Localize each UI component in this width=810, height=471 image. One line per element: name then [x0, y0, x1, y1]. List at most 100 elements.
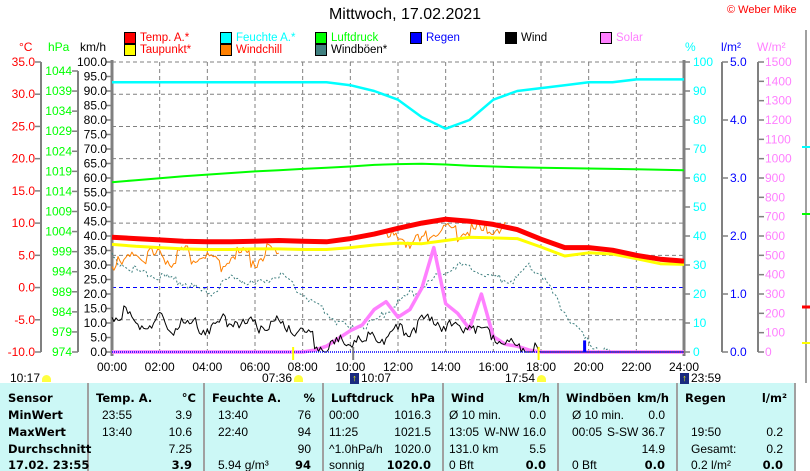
- humidity-tick-label: 60: [693, 171, 707, 185]
- x-tick-label: 00:00: [97, 360, 127, 374]
- solar-tick-label: 900: [765, 171, 785, 185]
- legend-item: Taupunkt*: [124, 44, 191, 56]
- astro-item: 17:54: [505, 371, 547, 385]
- row-label: MinWert: [8, 408, 63, 422]
- cell-label: 0 Bft: [572, 458, 597, 471]
- legend-swatch: [315, 32, 327, 44]
- temp-tick-label: 20.0: [12, 152, 36, 166]
- legend-item: Regen: [410, 32, 460, 44]
- legend-label: Wind: [521, 32, 548, 44]
- x-tick-label: 10:00: [335, 360, 365, 374]
- unit-humidity: %: [685, 40, 696, 54]
- chart-title: Mittwoch, 17.02.2021: [328, 6, 482, 23]
- cell-label: 11:25: [329, 425, 359, 439]
- pressure-tick-label: 984: [52, 305, 72, 319]
- column-divider: [676, 383, 678, 471]
- x-tick-label: 04:00: [192, 360, 222, 374]
- column-header: Temp. A.: [96, 391, 153, 405]
- x-tick-label: 24:00: [669, 360, 699, 374]
- rain-tick-label: 3.0: [730, 171, 747, 185]
- legend-label: Solar: [616, 32, 643, 44]
- legend-item: Wind: [505, 32, 547, 44]
- wind-tick-label: 85.0: [84, 99, 108, 113]
- astro-item: ↑ 23:59: [680, 371, 721, 385]
- rain-tick-label: 1.0: [730, 287, 747, 301]
- legend-label: Taupunkt*: [140, 44, 192, 56]
- astro-item: 10:17: [10, 371, 52, 385]
- astro-time: 17:54: [505, 371, 536, 385]
- solar-tick-label: 100: [765, 326, 785, 340]
- cell-value: 0.0: [525, 458, 546, 471]
- cell-value: S-SW 36.7: [606, 425, 665, 439]
- cell-label: Gesamt:: [691, 442, 737, 456]
- humidity-tick-label: 90: [693, 84, 707, 98]
- humidity-tick-label: 50: [693, 200, 707, 214]
- cell-value: 0.0: [648, 408, 665, 422]
- x-tick-label: 08:00: [288, 360, 318, 374]
- column-header: Windböen: [566, 391, 632, 405]
- solar-tick-label: 1400: [765, 74, 792, 88]
- pressure-tick-label: 1009: [45, 205, 72, 219]
- legend-item: Solar: [600, 32, 643, 44]
- temp-tick-label: 15.0: [12, 184, 36, 198]
- row-label: Sensor: [8, 391, 53, 405]
- column-unit: km/h: [517, 391, 550, 405]
- legend-swatch: [600, 32, 612, 44]
- humidity-tick-label: 30: [693, 258, 707, 272]
- pressure-tick-label: 979: [52, 325, 72, 339]
- cell-label: 22:40: [218, 425, 249, 439]
- cell-label: sonnig: [329, 458, 365, 471]
- solar-tick-label: 400: [765, 268, 785, 282]
- cell-label: 23:55: [102, 408, 133, 422]
- legend-item: Windböen*: [315, 44, 387, 56]
- solar-tick-label: 700: [765, 210, 785, 224]
- x-tick-label: 14:00: [431, 360, 461, 374]
- cell-value: 0.2: [766, 425, 783, 439]
- cell-value: 10.6: [168, 425, 192, 439]
- solar-tick-label: 1200: [765, 113, 792, 127]
- cell-label: 13:40: [102, 425, 133, 439]
- cell-value: 0.2: [766, 442, 783, 456]
- column-unit: km/h: [636, 391, 669, 405]
- cell-label: 19:50: [691, 425, 722, 439]
- solar-tick-label: 300: [765, 287, 785, 301]
- unit-rain: l/m²: [721, 40, 741, 54]
- legend-item: Feuchte A.*: [220, 32, 295, 44]
- cell-value: 0.0: [762, 458, 783, 471]
- x-tick-label: 06:00: [240, 360, 270, 374]
- wind-tick-label: 90.0: [84, 84, 108, 98]
- wind-tick-label: 100.0: [77, 55, 107, 69]
- pressure-tick-label: 989: [52, 285, 72, 299]
- wind-tick-label: 0.0: [90, 345, 107, 359]
- temp-tick-label: -5.0: [14, 313, 35, 327]
- humidity-tick-label: 70: [693, 142, 707, 156]
- wind-tick-label: 80.0: [84, 113, 108, 127]
- column-unit: l/m²: [761, 391, 787, 405]
- humidity-tick-label: 100: [693, 55, 713, 69]
- row-label: 17.02. 23:55: [8, 458, 90, 471]
- wind-tick-label: 70.0: [84, 142, 108, 156]
- cell-label: 00:00: [329, 408, 360, 422]
- column-divider: [442, 383, 444, 471]
- legend-swatch: [315, 44, 327, 56]
- pressure-tick-label: 1019: [45, 164, 72, 178]
- solar-tick-label: 0: [765, 345, 772, 359]
- unit-solar: W/m²: [757, 40, 786, 54]
- legend-label: Regen: [426, 32, 460, 44]
- pressure-tick-label: 1029: [45, 124, 72, 138]
- humidity-tick-label: 10: [693, 316, 707, 330]
- solar-tick-label: 200: [765, 306, 785, 320]
- cell-label: ^1.0hPa/h: [329, 442, 383, 456]
- legend-item: Windchill: [220, 44, 282, 56]
- wind-tick-label: 25.0: [84, 273, 108, 287]
- wind-tick-label: 65.0: [84, 157, 108, 171]
- humidity-tick-label: 20: [693, 287, 707, 301]
- wind-tick-label: 35.0: [84, 244, 108, 258]
- sunset-icon: [537, 374, 547, 382]
- column-unit: %: [303, 391, 315, 405]
- astro-time: 10:07: [361, 371, 392, 385]
- astro-time: 10:17: [10, 371, 41, 385]
- column-header: Feuchte A.: [212, 391, 282, 405]
- cell-label: Ø 10 min.: [449, 408, 502, 422]
- column-unit: hPa: [410, 391, 435, 405]
